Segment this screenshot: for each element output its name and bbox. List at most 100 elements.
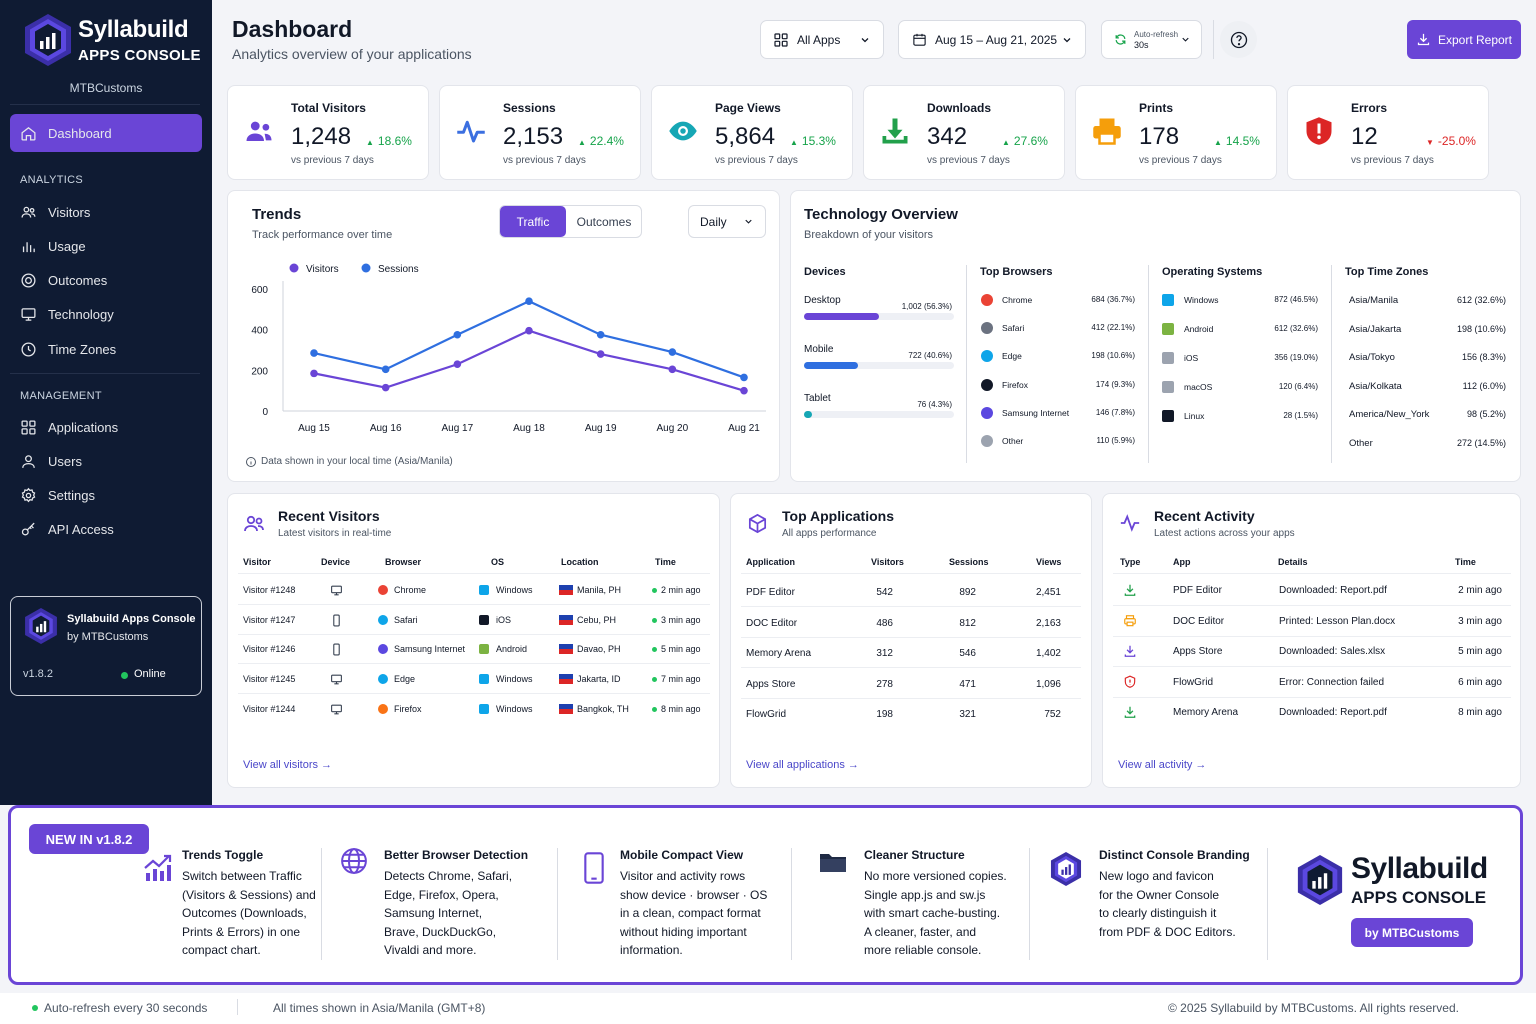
arrow-up-icon: ▲ bbox=[578, 138, 586, 147]
sidebar-item-dashboard-content[interactable]: Dashboard bbox=[20, 123, 112, 143]
data-point-sessions[interactable] bbox=[310, 349, 318, 357]
console-card-subtitle: by MTBCustoms bbox=[67, 631, 149, 643]
table-row[interactable]: Memory Arena 312 546 1,402 bbox=[731, 639, 1091, 669]
sidebar-item-label: Visitors bbox=[48, 204, 91, 220]
table-row[interactable]: Apps Store Downloaded: Sales.xlsx 5 min ag… bbox=[1103, 638, 1521, 668]
feature-description-line: without hiding important bbox=[620, 924, 747, 939]
tab-traffic[interactable]: Traffic bbox=[500, 206, 566, 237]
data-point-sessions[interactable] bbox=[381, 365, 390, 374]
sidebar-item-outcomes[interactable]: Outcomes bbox=[20, 271, 107, 291]
sidebar-item-technology[interactable]: Technology bbox=[20, 305, 114, 325]
top-apps-subtitle: All apps performance bbox=[782, 528, 877, 539]
divider bbox=[1213, 20, 1214, 59]
ios-icon bbox=[1162, 352, 1174, 364]
sidebar-item-settings[interactable]: Settings bbox=[20, 486, 95, 506]
view-all-visitors-link[interactable]: View all visitors → bbox=[243, 759, 333, 771]
data-point-visitors[interactable] bbox=[525, 326, 533, 335]
browser-name: Chrome bbox=[1002, 295, 1033, 305]
table-row[interactable]: Memory Arena Downloaded: Report.pdf 8 min … bbox=[1103, 699, 1521, 728]
tab-outcomes[interactable]: Outcomes bbox=[576, 214, 632, 229]
divider bbox=[741, 636, 1081, 638]
timezone-name: America/New_York bbox=[1349, 409, 1430, 421]
feature-description-line: Samsung Internet, bbox=[384, 906, 483, 920]
sidebar-item-time-zones[interactable]: Time Zones bbox=[20, 339, 116, 359]
divider bbox=[238, 604, 710, 605]
data-point-sessions[interactable] bbox=[668, 348, 677, 356]
data-point-visitors[interactable] bbox=[740, 386, 748, 395]
activity-time: 8 min ago bbox=[1458, 707, 1502, 719]
view-all-activity-link[interactable]: View all activity → bbox=[1118, 759, 1207, 771]
data-point-visitors[interactable] bbox=[668, 365, 677, 374]
date-range-picker[interactable]: Aug 15 – Aug 21, 2025 bbox=[898, 20, 1086, 59]
app-filter-select[interactable]: All Apps bbox=[760, 20, 884, 59]
app-metric: 471 bbox=[959, 678, 976, 690]
data-point-visitors[interactable] bbox=[310, 369, 318, 378]
feature-description-line: Prints & Errors) in one bbox=[182, 924, 301, 939]
sidebar-item-applications[interactable]: Applications bbox=[20, 417, 118, 437]
table-header: Views bbox=[1036, 557, 1062, 567]
refresh-icon bbox=[1115, 34, 1126, 45]
feature-description-line: from PDF & DOC Editors. bbox=[1099, 924, 1236, 939]
browser-value: 174 (9.3%) bbox=[1095, 379, 1135, 389]
sidebar-item-users[interactable]: Users bbox=[20, 451, 82, 471]
users-icon bbox=[244, 515, 264, 532]
table-row[interactable]: PDF Editor Downloaded: Report.pdf 2 min ag… bbox=[1103, 577, 1521, 606]
device-name: Mobile bbox=[804, 344, 834, 355]
grid-icon bbox=[21, 419, 36, 435]
shield-alert-icon bbox=[1124, 675, 1136, 688]
period-select[interactable]: Daily bbox=[688, 205, 766, 238]
table-row[interactable]: FlowGrid 198 321 752 bbox=[731, 700, 1091, 729]
table-row[interactable]: PDF Editor 542 892 2,451 bbox=[731, 578, 1091, 607]
help-button[interactable] bbox=[1220, 21, 1257, 58]
table-row[interactable]: DOC Editor Printed: Lesson Plan.docx 3 min… bbox=[1103, 608, 1521, 637]
footer-copyright: © 2025 Syllabuild by MTBCustoms. All rig… bbox=[1168, 1001, 1459, 1015]
table-row[interactable]: Visitor #1245 Edge Windows Jakarta, ID 7 min… bbox=[228, 666, 718, 695]
device-value: 1,002 (56.3%) bbox=[901, 302, 952, 311]
shield-alert-icon bbox=[1306, 117, 1332, 145]
calendar-icon bbox=[913, 33, 926, 46]
browser-name: Edge bbox=[394, 674, 416, 685]
table-row[interactable]: Visitor #1248 Chrome Windows Manila, PH 2 mi… bbox=[228, 577, 718, 605]
data-point-visitors[interactable] bbox=[381, 383, 390, 392]
view-all-applications-link[interactable]: View all applications → bbox=[746, 759, 859, 771]
data-point-visitors[interactable] bbox=[596, 350, 605, 358]
table-row[interactable]: Visitor #1247 Safari iOS Cebu, PH 3 min ago bbox=[228, 607, 718, 635]
sidebar-item-visitors[interactable]: Visitors bbox=[20, 202, 90, 222]
table-row[interactable]: Visitor #1244 Firefox Windows Bangkok, TH 8 … bbox=[228, 696, 718, 724]
sidebar-item-dashboard[interactable] bbox=[10, 114, 202, 152]
browser-value: 684 (36.7%) bbox=[1091, 295, 1135, 304]
table-row[interactable]: FlowGrid Error: Connection failed 6 min ag… bbox=[1103, 669, 1521, 698]
app-metric: 321 bbox=[959, 709, 976, 721]
activity-time: 2 min ago bbox=[1458, 585, 1502, 596]
bar-chart-icon bbox=[22, 242, 35, 252]
stat-change-value: 18.6% bbox=[377, 134, 412, 148]
browser-name: Edge bbox=[1002, 351, 1022, 362]
visitor-id: Visitor #1244 bbox=[243, 703, 296, 714]
divider bbox=[966, 265, 967, 463]
divider bbox=[1113, 635, 1511, 637]
export-report-button[interactable]: Export Report bbox=[1407, 20, 1521, 59]
stat-note: vs previous 7 days bbox=[1351, 155, 1434, 166]
data-point-sessions[interactable] bbox=[453, 330, 462, 339]
data-point-visitors[interactable] bbox=[453, 360, 462, 369]
table-row[interactable]: Visitor #1246 Samsung Internet Android Dava… bbox=[228, 636, 718, 665]
console-card-title: Syllabuild Apps Console bbox=[67, 613, 196, 625]
autorefresh-select[interactable]: Auto-refresh 30s bbox=[1101, 20, 1202, 59]
table-row[interactable]: DOC Editor 486 812 2,163 bbox=[731, 609, 1091, 638]
browser-name: Chrome bbox=[394, 585, 427, 595]
mobile-phone-icon bbox=[584, 852, 604, 884]
divider bbox=[1148, 265, 1149, 463]
data-point-sessions[interactable] bbox=[596, 330, 605, 339]
table-row[interactable]: Apps Store 278 471 1,096 bbox=[731, 670, 1091, 699]
app-name: Memory Arena bbox=[746, 648, 812, 660]
user-icon bbox=[22, 454, 35, 468]
data-point-sessions[interactable] bbox=[740, 373, 748, 382]
sidebar-item-usage[interactable]: Usage bbox=[20, 236, 86, 256]
help-icon bbox=[1230, 31, 1247, 48]
sidebar-item-api-access[interactable]: API Access bbox=[20, 520, 114, 540]
status-dot-icon bbox=[32, 1005, 38, 1011]
stat-note: vs previous 7 days bbox=[291, 155, 374, 166]
data-point-sessions[interactable] bbox=[525, 297, 533, 305]
activity-app: Memory Arena bbox=[1173, 707, 1239, 719]
table-header: Application bbox=[746, 557, 795, 567]
